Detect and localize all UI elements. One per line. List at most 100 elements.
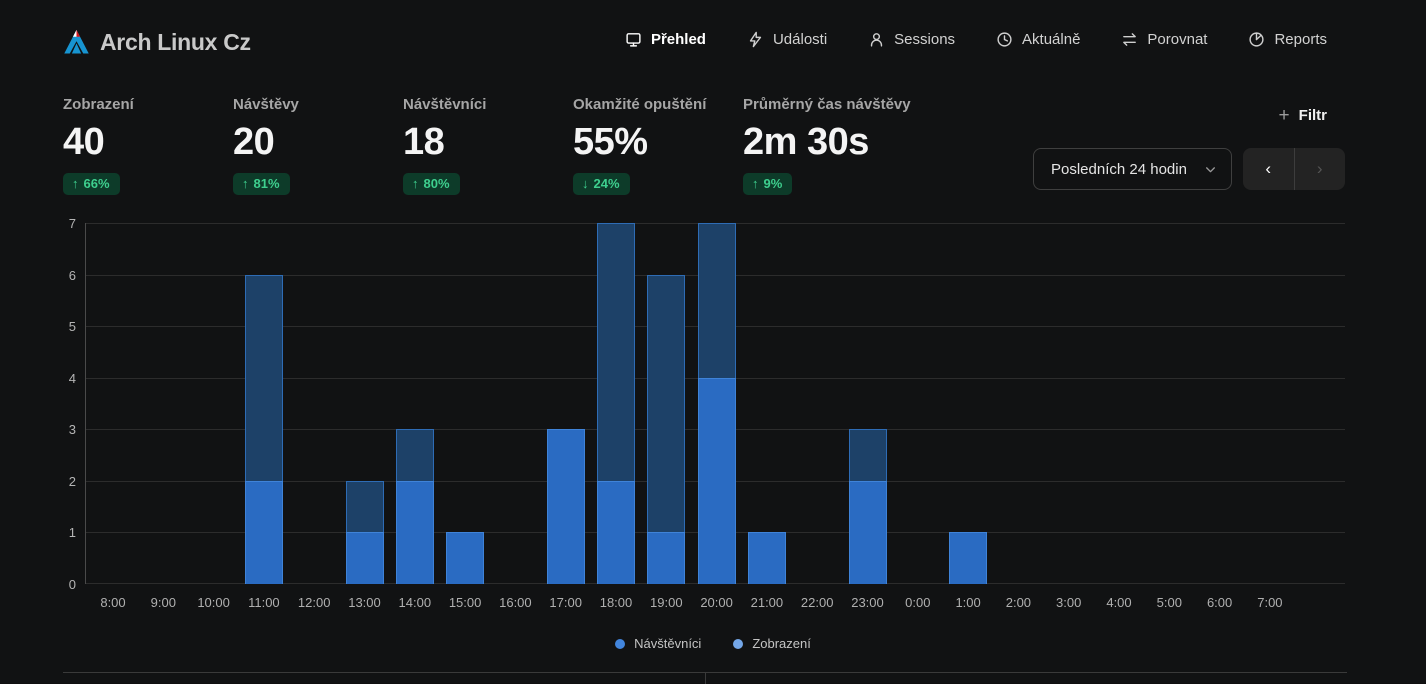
stat-change-badge: ↑ 66%	[63, 173, 120, 195]
stat-value: 55%	[573, 121, 648, 163]
chart-legend: Návštěvníci Zobrazení	[0, 636, 1426, 651]
bar-návštěvníci-11:00[interactable]	[244, 480, 283, 584]
stat-value: 2m 30s	[743, 121, 869, 163]
stat-label: Zobrazení	[63, 96, 134, 113]
filter-button[interactable]: + Filtr	[1279, 106, 1327, 125]
legend-item-zobrazeni[interactable]: Zobrazení	[733, 636, 811, 651]
y-axis-tick: 7	[68, 216, 76, 231]
arrow-up-icon: ↑	[242, 176, 249, 191]
nav-item-reports[interactable]: Reports	[1248, 31, 1327, 48]
bar-návštěvníci-20:00[interactable]	[697, 377, 736, 584]
legend-item-navstevnici[interactable]: Návštěvníci	[615, 636, 701, 651]
date-range-select[interactable]: Posledních 24 hodin	[1033, 148, 1232, 190]
x-axis-tick: 3:00	[1056, 595, 1082, 610]
x-axis-tick: 18:00	[599, 595, 633, 610]
nav-item-udalosti[interactable]: Události	[747, 31, 827, 48]
y-axis-tick: 1	[68, 525, 76, 541]
y-axis-tick: 3	[68, 422, 76, 438]
stat-zobrazeni: Zobrazení 40 ↑ 66%	[63, 96, 233, 195]
stat-label: Návštěvníci	[403, 96, 487, 113]
stat-change-badge: ↑ 80%	[403, 173, 460, 195]
filter-label: Filtr	[1298, 107, 1327, 124]
y-axis-tick: 5	[68, 319, 76, 335]
chevron-down-icon	[1204, 163, 1217, 176]
arrow-up-icon: ↑	[752, 176, 759, 191]
nav-item-porovnat[interactable]: Porovnat	[1121, 31, 1207, 48]
stat-value: 20	[233, 121, 275, 163]
stat-okamzite-opusteni: Okamžité opuštění 55% ↓ 24%	[573, 96, 743, 195]
x-axis-tick: 12:00	[297, 595, 331, 610]
x-axis-tick: 13:00	[348, 595, 381, 610]
x-axis-tick: 20:00	[700, 595, 733, 610]
x-axis-tick: 0:00	[905, 595, 931, 610]
user-icon	[868, 31, 885, 48]
brand[interactable]: Arch Linux Cz	[63, 29, 251, 56]
nav-label: Reports	[1274, 31, 1327, 48]
x-axis-tick: 17:00	[549, 595, 582, 610]
legend-label: Návštěvníci	[634, 636, 702, 651]
x-axis-tick: 21:00	[750, 595, 784, 610]
nav-label: Sessions	[894, 31, 956, 48]
x-axis-tick: 4:00	[1106, 595, 1132, 610]
x-axis-tick: 10:00	[197, 595, 230, 610]
clock-icon	[996, 31, 1013, 48]
arrow-up-icon: ↑	[412, 176, 419, 191]
y-axis-tick: 0	[68, 577, 76, 592]
x-axis-tick: 16:00	[499, 595, 532, 610]
stat-navstevnici: Návštěvníci 18 ↑ 80%	[403, 96, 573, 195]
x-axis-tick: 22:00	[800, 595, 834, 610]
arrow-up-icon: ↑	[72, 176, 79, 191]
y-axis-tick: 6	[68, 267, 76, 283]
y-axis-tick: 4	[68, 370, 76, 386]
stat-label: Návštěvy	[233, 96, 299, 113]
next-period-button[interactable]: ›	[1316, 159, 1323, 178]
stat-label: Průměrný čas návštěvy	[743, 96, 911, 113]
pie-chart-icon	[1248, 31, 1265, 48]
stat-change-badge: ↑ 81%	[233, 173, 290, 195]
nav-label: Porovnat	[1147, 31, 1208, 48]
nav-label: Události	[772, 31, 828, 48]
bar-návštěvníci-21:00[interactable]	[747, 532, 786, 584]
panel-vertical-divider	[705, 673, 706, 684]
lightning-icon	[747, 31, 764, 48]
legend-dot-icon	[733, 638, 744, 649]
stat-value: 40	[63, 121, 105, 163]
x-axis-tick: 11:00	[248, 595, 280, 610]
nav-label: Aktuálně	[1022, 31, 1081, 48]
x-axis-tick: 7:00	[1257, 595, 1283, 610]
date-range-label: Posledních 24 hodin	[1051, 160, 1187, 178]
stat-label: Okamžité opuštění	[573, 96, 707, 113]
arch-linux-logo-icon	[63, 29, 90, 56]
x-axis-tick: 5:00	[1156, 595, 1182, 610]
x-axis-tick: 2:00	[1005, 595, 1032, 610]
nav-item-aktualne[interactable]: Aktuálně	[996, 31, 1080, 48]
stats-row: Zobrazení 40 ↑ 66% Návštěvy 20 ↑ 81% Náv…	[63, 96, 913, 195]
x-axis-tick: 23:00	[851, 595, 884, 610]
bar-návštěvníci-1:00[interactable]	[949, 532, 988, 584]
legend-label: Zobrazení	[752, 636, 811, 651]
prev-period-button[interactable]: ‹	[1265, 159, 1272, 178]
monitor-icon	[625, 31, 642, 48]
bar-návštěvníci-15:00[interactable]	[446, 532, 485, 584]
bar-návštěvníci-23:00[interactable]	[848, 480, 887, 584]
bar-návštěvníci-13:00[interactable]	[345, 532, 384, 584]
nav-item-prehled[interactable]: Přehled	[625, 31, 706, 48]
bar-návštěvníci-18:00[interactable]	[597, 480, 635, 584]
overview-bar-chart[interactable]: 0 1 2 3 4 5 6 7 8:00 9:00 10:00 11:00 12:00 13:00 14:0…	[69, 216, 1345, 610]
stat-prumerny-cas: Průměrný čas návštěvy 2m 30s ↑ 9%	[743, 96, 913, 195]
stat-change-badge: ↑ 9%	[743, 173, 793, 195]
bar-návštěvníci-17:00[interactable]	[546, 429, 585, 584]
x-axis-tick: 8:00	[100, 595, 126, 610]
bottom-panels-divider	[63, 672, 1347, 684]
nav-item-sessions[interactable]: Sessions	[868, 31, 955, 48]
nav-label: Přehled	[650, 31, 706, 48]
bar-zobrazení-19:00[interactable]	[647, 274, 686, 584]
stat-value: 18	[403, 121, 445, 163]
site-title: Arch Linux Cz	[100, 29, 251, 55]
bar-návštěvníci-19:00[interactable]	[647, 532, 686, 584]
stat-change-badge: ↓ 24%	[573, 173, 630, 195]
bar-návštěvníci-14:00[interactable]	[395, 480, 434, 584]
x-axis-tick: 15:00	[448, 595, 482, 610]
x-axis-tick: 19:00	[650, 595, 683, 610]
header: Arch Linux Cz Přehled Události	[0, 0, 1426, 88]
